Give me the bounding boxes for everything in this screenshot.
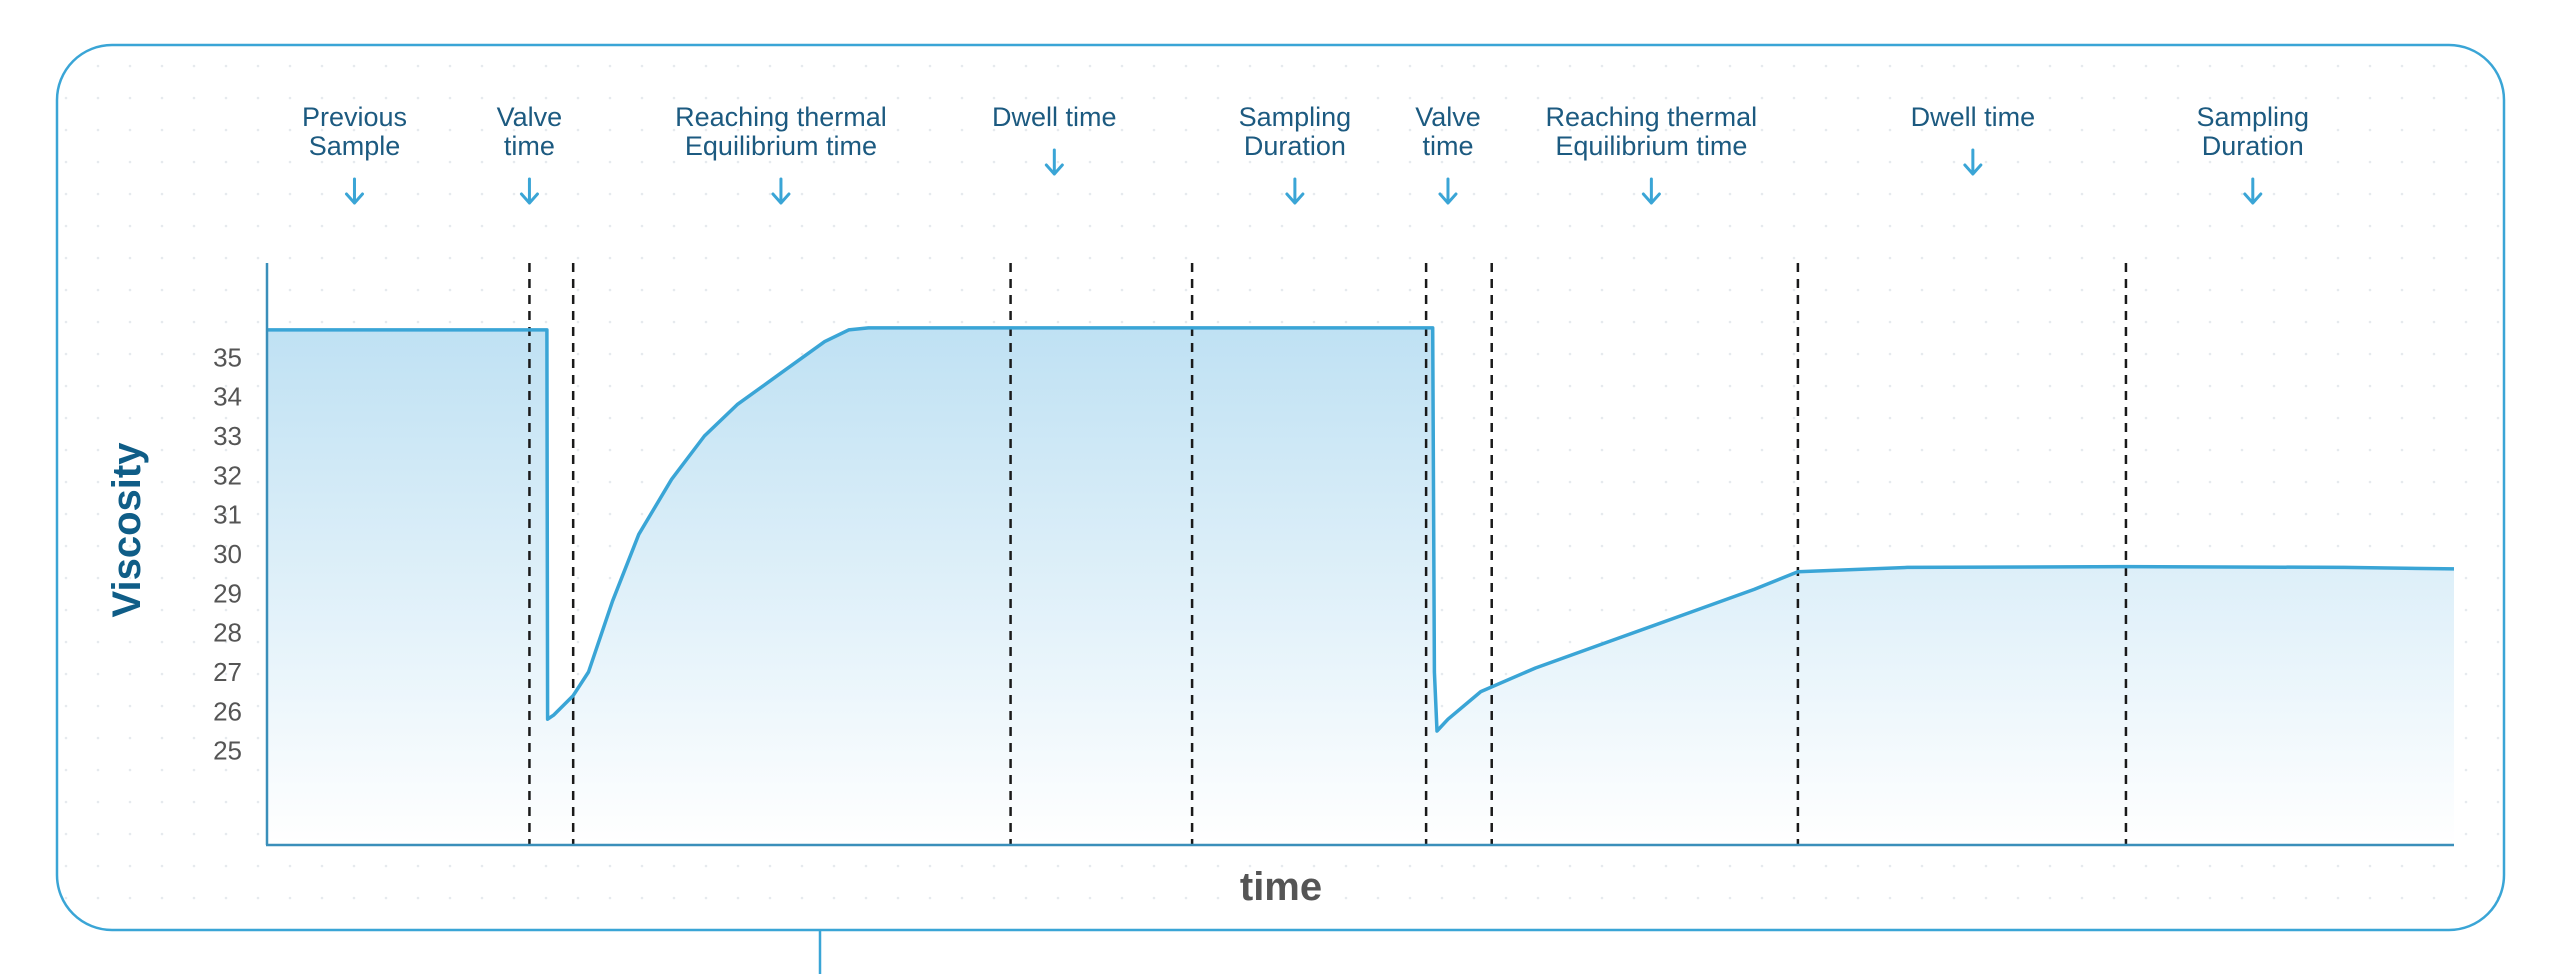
phase-label-6: Reaching thermal	[1546, 102, 1758, 132]
phase-label-0: Previous	[302, 102, 407, 132]
y-axis-label: Viscosity	[105, 442, 149, 618]
y-tick-label: 27	[213, 657, 242, 687]
phase-label-1: Valve	[497, 102, 563, 132]
down-arrow-icon	[344, 177, 364, 205]
down-arrow-icon	[771, 177, 791, 205]
y-tick-label: 32	[213, 460, 242, 490]
phase-label-1: time	[504, 131, 555, 161]
down-arrow-icon	[1285, 177, 1305, 205]
phase-label-2: Reaching thermal	[675, 102, 887, 132]
y-tick-label: 33	[213, 421, 242, 451]
y-tick-label: 34	[213, 382, 242, 412]
area-fill	[267, 327, 2454, 845]
y-tick-label: 29	[213, 578, 242, 608]
x-axis-label: time	[1240, 865, 1322, 909]
down-arrow-icon	[1438, 177, 1458, 205]
down-arrow-icon	[2243, 177, 2263, 205]
phase-label-2: Equilibrium time	[685, 131, 877, 161]
down-arrow-icon	[1641, 177, 1661, 205]
y-tick-label: 28	[213, 618, 242, 648]
y-tick-label: 31	[213, 500, 242, 530]
phase-label-5: time	[1422, 131, 1473, 161]
down-arrow-icon	[1044, 148, 1064, 176]
phase-label-0: Sample	[309, 131, 401, 161]
y-tick-label: 25	[213, 736, 242, 766]
down-arrow-icon	[519, 177, 539, 205]
series-line	[267, 326, 2455, 733]
phase-label-3: Dwell time	[992, 102, 1117, 132]
y-tick-label: 26	[213, 696, 242, 726]
y-tick-label: 30	[213, 539, 242, 569]
phase-label-4: Duration	[1244, 131, 1346, 161]
down-arrow-icon	[1963, 148, 1983, 176]
y-tick-label: 35	[213, 342, 242, 372]
phase-label-8: Sampling	[2197, 102, 2310, 132]
phase-label-6: Equilibrium time	[1555, 131, 1747, 161]
phase-label-4: Sampling	[1239, 102, 1352, 132]
y-tick-labels: 25 26 27 28 29 30 31 32 33 34 35	[213, 342, 242, 765]
phase-label-7: Dwell time	[1911, 102, 2036, 132]
phase-label-8: Duration	[2202, 131, 2304, 161]
phase-label-5: Valve	[1415, 102, 1481, 132]
phase-boundaries	[528, 263, 2128, 845]
